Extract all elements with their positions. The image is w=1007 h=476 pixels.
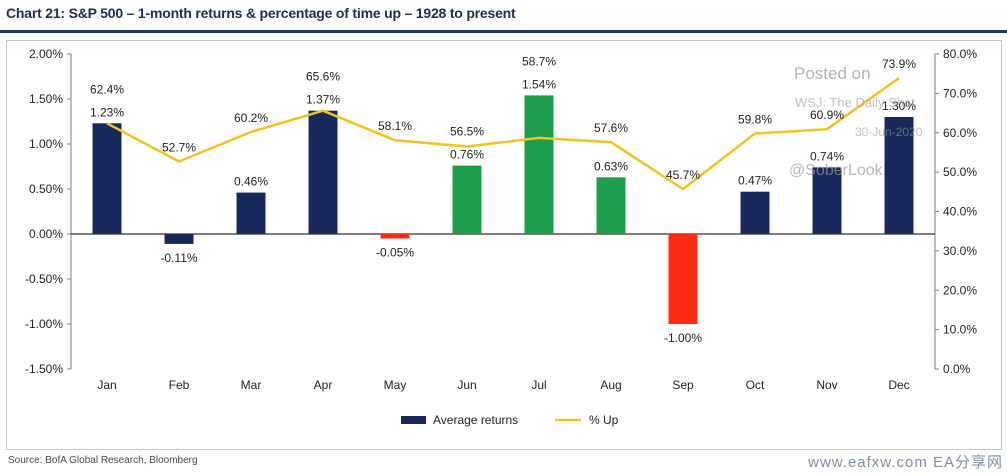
bar [380,234,410,239]
percent-up-label: 59.8% [738,113,772,127]
left-tick-label: -1.00% [25,317,63,331]
right-tick-label: 10.0% [943,323,977,337]
left-tick-label: 0.00% [29,227,63,241]
left-tick-label: -0.50% [25,272,63,286]
x-tick-label: Jun [457,378,476,392]
bar [524,95,554,235]
bar-value-label: 1.54% [522,77,556,91]
percent-up-line [106,76,900,191]
bar [452,165,482,234]
x-tick-label: Jan [97,378,116,392]
percent-up-label: 56.5% [450,125,484,139]
overlay-posted-on: Posted on [794,64,871,83]
axes: 2.00% 1.50% 1.00% 0.50% 0.00% -0.50% -1.00% -1.… [25,47,977,392]
bar-value-label: 0.63% [594,159,628,173]
data-labels: 1.23% -0.11% 0.46% 1.37% -0.05% 0.76% 1.54% 0.6… [90,54,916,345]
right-tick-label: 60.0% [943,126,977,140]
right-tick-label: 50.0% [943,165,977,179]
left-tick-label: 1.00% [29,137,63,151]
x-tick-label: Apr [314,378,333,392]
bar-value-label: 0.76% [450,148,484,162]
percent-up-label: 57.6% [594,121,628,135]
chart: 2.00% 1.50% 1.00% 0.50% 0.00% -0.50% -1.00% -1.… [25,47,977,427]
right-tick-label: 0.0% [943,362,971,376]
bar-value-label: -0.05% [376,246,414,260]
right-tick-label: 40.0% [943,205,977,219]
x-tick-label: Mar [241,378,262,392]
bar-value-label: 0.74% [810,149,844,163]
bar-value-label: 1.30% [882,99,916,113]
right-tick-label: 80.0% [943,47,977,61]
percent-up-label: 58.7% [522,54,556,68]
bar [812,167,842,234]
overlay-handle: @SoberLook [789,162,884,179]
x-tick-label: Sep [672,378,694,392]
bar [740,191,770,234]
bar-value-label: 0.47% [738,174,772,188]
percent-up-label: 62.4% [90,82,124,96]
percent-up-label: 65.6% [306,70,340,84]
left-tick-label: 2.00% [29,47,63,61]
bar-value-label: 1.37% [306,93,340,107]
bar [164,234,194,244]
percent-up-label: 52.7% [162,140,196,154]
left-tick-label: 1.50% [29,92,63,106]
x-tick-label: Feb [169,378,190,392]
source-note: Source: BofA Global Research, Bloomberg [8,455,198,466]
watermark: www.eafxw.com EA分享网 [808,454,1003,471]
x-tick-label: Oct [746,378,765,392]
percent-up-label: 58.1% [378,119,412,133]
legend-label-average-returns: Average returns [433,413,518,427]
bar [884,117,914,234]
bar [668,234,698,324]
legend: Average returns % Up [401,413,619,427]
line-path [106,76,900,191]
overlay-date: 30-Jun-2020 [855,125,923,139]
bars [92,95,914,324]
right-tick-label: 70.0% [943,86,977,100]
legend-label-percent-up: % Up [589,413,619,427]
bar-value-label: -1.00% [664,331,702,345]
percent-up-label: 60.2% [234,111,268,125]
bar-value-label: 0.46% [234,175,268,189]
percent-up-label: 45.7% [666,168,700,182]
percent-up-label: 60.9% [810,108,844,122]
bar [308,110,338,234]
chart-frame: 2.00% 1.50% 1.00% 0.50% 0.00% -0.50% -1.00% -1.… [6,40,1002,450]
bar-value-label: 1.23% [90,105,124,119]
bar-value-label: -0.11% [160,251,197,265]
overlay-source: WSJ: The Daily Shot [795,95,915,110]
title-rule [0,30,1007,33]
bar [92,123,122,234]
left-tick-label: -1.50% [25,362,63,376]
x-tick-label: Aug [600,378,621,392]
bar [596,177,626,234]
legend-swatch-average-returns [401,416,426,424]
x-tick-label: Nov [816,378,837,392]
left-tick-label: 0.50% [29,182,63,196]
right-tick-label: 20.0% [943,283,977,297]
percent-up-label: 73.9% [882,57,916,71]
right-tick-label: 30.0% [943,244,977,258]
x-tick-label: Dec [888,378,909,392]
chart-title: Chart 21: S&P 500 – 1-month returns & pe… [6,5,516,21]
overlay-text: Posted on WSJ: The Daily Shot 30-Jun-2020 @… [789,64,923,179]
x-tick-label: May [384,378,407,392]
bar [236,192,266,234]
x-tick-label: Jul [531,378,546,392]
